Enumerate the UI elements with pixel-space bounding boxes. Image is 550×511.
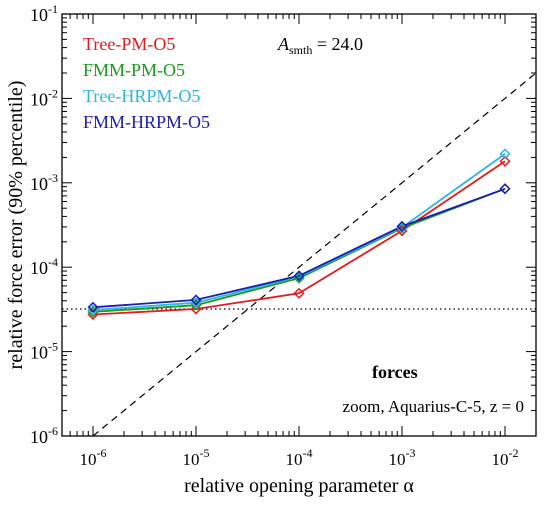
x-axis-label: relative opening parameter α <box>184 475 414 497</box>
x-tick-label: 10-3 <box>388 446 415 469</box>
series-line-3 <box>92 153 506 311</box>
data-point <box>190 294 202 306</box>
legend-entry: FMM-PM-O5 <box>83 60 185 80</box>
series-line-2 <box>92 187 506 313</box>
data-point <box>87 301 99 313</box>
y-tick-label: 10-5 <box>30 340 58 363</box>
legend-entry: FMM-HRPM-O5 <box>83 112 210 132</box>
axes: 10-6 10-5 10-4 10-3 10-2 10-6 10-5 10-4 10-3 10-2… <box>30 2 537 469</box>
y-tick-label: 10-1 <box>30 2 58 25</box>
series-line-1 <box>92 160 506 316</box>
data-point <box>499 183 511 195</box>
run-label: zoom, Aquarius-C-5, z = 0 <box>343 397 524 416</box>
x-tick-label: 10-2 <box>491 446 518 469</box>
data-point <box>87 306 99 318</box>
y-tick-label: 10-6 <box>30 424 58 447</box>
data-point <box>293 270 305 282</box>
y-tick-label: 10-3 <box>30 171 58 194</box>
legend: Tree-PM-O5 FMM-PM-O5 Tree-HRPM-O5 FMM-HRPM-… <box>83 34 210 132</box>
x-tick-label: 10-5 <box>183 446 210 469</box>
y-axis-label: relative force error (90% percentile) <box>5 81 27 370</box>
data-point <box>499 183 511 195</box>
forces-label: forces <box>372 362 418 382</box>
series-lines <box>92 153 506 316</box>
data-point <box>293 287 305 299</box>
y-tick-label: 10-4 <box>30 255 58 278</box>
series-markers <box>87 148 511 321</box>
data-point <box>499 148 511 160</box>
x-tick-label: 10-4 <box>286 446 313 469</box>
legend-entry: Tree-HRPM-O5 <box>83 86 200 106</box>
y-tick-label: 10-2 <box>30 86 58 109</box>
data-point <box>396 221 408 234</box>
data-point <box>396 220 408 232</box>
smoothing-annotation: Asmth = 24.0 <box>277 34 363 57</box>
x-tick-label: 10-6 <box>80 446 107 469</box>
data-point <box>499 155 511 167</box>
legend-entry: Tree-PM-O5 <box>83 34 175 54</box>
series-line-4 <box>92 187 506 309</box>
